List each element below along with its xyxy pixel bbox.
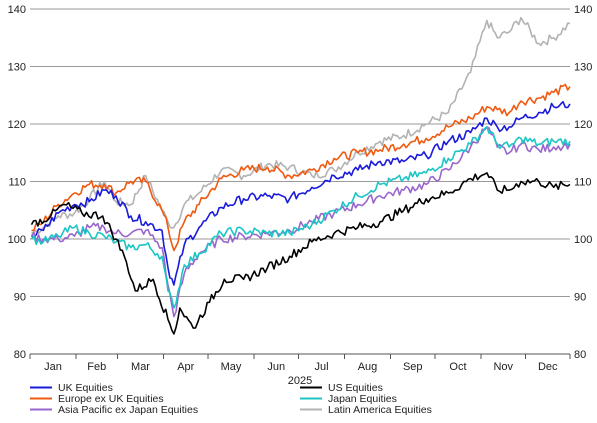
legend: UK Equities US Equities Europe ex UK Equit…	[30, 382, 432, 416]
x-tick-label-jun: Jun	[267, 361, 285, 373]
axes: 2025 80 80 90 90 100 100 110 110 120 120 130 130 140…	[8, 4, 593, 387]
x-tick-label-mar: Mar	[131, 361, 150, 373]
x-tick-label-jul: Jul	[314, 361, 328, 373]
x-tick-label-sep: Sep	[403, 361, 423, 373]
gridlines	[30, 8, 570, 355]
y-tick-right-90: 90	[574, 292, 586, 304]
x-tick-label-dec: Dec	[538, 361, 558, 373]
legend-label-latin-america-equities: Latin America Equities	[328, 404, 432, 416]
x-tick-label-may: May	[221, 361, 242, 373]
legend-label-europe-ex-uk-equities: Europe ex UK Equities	[58, 393, 164, 405]
y-tick-left-120: 120	[8, 119, 26, 131]
x-tick-label-aug: Aug	[358, 361, 378, 373]
y-tick-right-140: 140	[574, 4, 592, 16]
series-line-asia-pacific-ex-japan-equities	[30, 126, 571, 318]
y-tick-left-80: 80	[14, 349, 26, 361]
legend-label-us-equities: US Equities	[328, 382, 383, 394]
y-tick-left-110: 110	[8, 177, 26, 189]
x-tick-label-apr: Apr	[177, 361, 194, 373]
series-line-europe-ex-uk-equities	[31, 83, 571, 252]
x-tick-label-oct: Oct	[449, 361, 466, 373]
legend-label-uk-equities: UK Equities	[58, 382, 113, 394]
series-line-uk-equities	[31, 100, 571, 286]
y-tick-right-110: 110	[574, 177, 592, 189]
y-tick-left-140: 140	[8, 4, 26, 16]
x-axis-year-label: 2025	[288, 375, 312, 387]
y-tick-right-120: 120	[574, 119, 592, 131]
y-tick-left-130: 130	[8, 62, 26, 74]
series-line-latin-america-equities	[31, 16, 571, 235]
series-line-japan-equities	[30, 126, 571, 309]
series-lines	[30, 16, 571, 335]
y-tick-right-130: 130	[574, 62, 592, 74]
y-tick-left-90: 90	[14, 292, 26, 304]
y-tick-left-100: 100	[8, 234, 26, 246]
y-tick-right-100: 100	[574, 234, 592, 246]
x-tick-label-nov: Nov	[493, 361, 513, 373]
series-line-us-equities	[30, 172, 571, 335]
legend-label-japan-equities: Japan Equities	[328, 393, 397, 405]
x-tick-label-feb: Feb	[87, 361, 106, 373]
y-tick-right-80: 80	[574, 349, 586, 361]
legend-label-asia-pacific-ex-japan-equities: Asia Pacific ex Japan Equities	[58, 404, 198, 416]
x-tick-label-jan: Jan	[44, 361, 62, 373]
